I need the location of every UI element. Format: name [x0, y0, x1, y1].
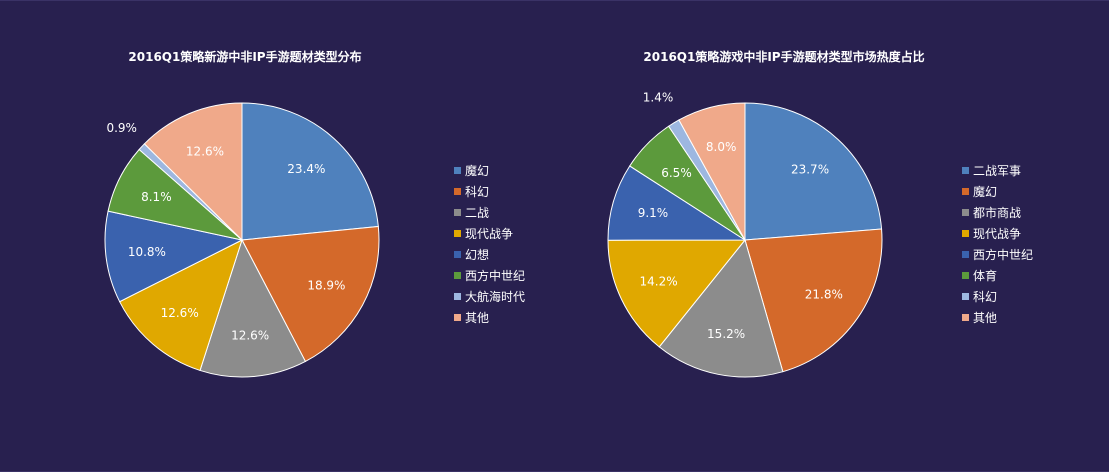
legend-label: 西方中世纪 — [465, 269, 526, 283]
pie-slice — [607, 165, 747, 241]
legend-swatch — [962, 209, 969, 216]
legend-label: 现代战争 — [465, 227, 514, 241]
legend-swatch — [962, 188, 969, 195]
legend-item: 科幻 — [454, 181, 525, 202]
legend-item: 二战军事 — [962, 160, 1033, 181]
legend-item: 魔幻 — [962, 181, 1033, 202]
data-label: 0.9% — [106, 121, 137, 135]
pie-slice — [678, 102, 746, 241]
legend-label: 现代战争 — [973, 227, 1022, 241]
pie-slice — [241, 225, 380, 363]
legend-label: 魔幻 — [973, 185, 998, 199]
legend-swatch — [962, 251, 969, 258]
legend-item: 幻想 — [454, 244, 525, 265]
data-label: 23.4% — [287, 162, 325, 176]
pie-slice — [607, 239, 747, 348]
pie-chart: 23.7% 21.8% 15.2% 14.2% 9.1% 6.5% 1.4% 8.0% — [607, 90, 883, 378]
data-label: 1.4% — [643, 90, 674, 104]
legend-label: 二战军事 — [973, 164, 1022, 178]
legend-item: 大航海时代 — [454, 286, 525, 307]
data-label: 6.5% — [661, 166, 692, 180]
data-label: 8.0% — [706, 140, 737, 154]
legend-swatch — [454, 209, 461, 216]
legend-item: 魔幻 — [454, 160, 525, 181]
chart-panel-2: 2016Q1策略游戏中非IP手游题材类型市场热度占比 23.7% 21.8% 15.… — [554, 0, 1109, 472]
data-label: 12.6% — [231, 329, 269, 343]
legend-label: 其他 — [465, 311, 490, 325]
pie-slice — [658, 238, 784, 378]
legend: 二战军事魔幻都市商战现代战争西方中世纪体育科幻其他 — [962, 160, 1033, 328]
legend-item: 现代战争 — [962, 223, 1033, 244]
legend-label: 幻想 — [465, 248, 490, 262]
legend-label: 大航海时代 — [465, 290, 526, 304]
legend-item: 二战 — [454, 202, 525, 223]
pie-slice — [744, 228, 883, 373]
data-label: 9.1% — [638, 206, 669, 220]
legend-item: 体育 — [962, 265, 1033, 286]
legend-swatch — [454, 230, 461, 237]
pie-slice — [143, 102, 243, 242]
chart-panel-1: 2016Q1策略新游中非IP手游题材类型分布 23.4% 18.9% 12.6% 12… — [0, 0, 554, 472]
chart-title: 2016Q1策略新游中非IP手游题材类型分布 — [128, 50, 362, 64]
legend-item: 都市商战 — [962, 202, 1033, 223]
data-label: 23.7% — [791, 163, 829, 177]
legend-swatch — [962, 167, 969, 174]
legend-swatch — [962, 272, 969, 279]
legend-swatch — [962, 230, 969, 237]
data-label: 21.8% — [805, 288, 843, 302]
legend-label: 魔幻 — [465, 164, 490, 178]
data-label: 12.6% — [161, 306, 199, 320]
legend-swatch — [454, 314, 461, 321]
legend-swatch — [454, 293, 461, 300]
pie-slice — [744, 102, 883, 241]
legend-swatch — [454, 188, 461, 195]
top-border — [0, 0, 1109, 1]
legend-swatch — [454, 167, 461, 174]
legend-swatch — [962, 293, 969, 300]
legend-item: 其他 — [454, 307, 525, 328]
chart-title: 2016Q1策略游戏中非IP手游题材类型市场热度占比 — [643, 50, 925, 64]
pie-slice — [241, 102, 379, 241]
legend-swatch — [454, 251, 461, 258]
legend-label: 其他 — [973, 311, 998, 325]
data-label: 18.9% — [307, 279, 345, 293]
legend-label: 西方中世纪 — [973, 248, 1034, 262]
legend-label: 科幻 — [973, 290, 998, 304]
data-label: 15.2% — [707, 327, 745, 341]
legend-label: 二战 — [465, 206, 490, 220]
legend-item: 科幻 — [962, 286, 1033, 307]
legend-label: 体育 — [973, 269, 998, 283]
pie-slice — [118, 239, 243, 372]
legend-label: 科幻 — [465, 185, 490, 199]
legend-item: 现代战争 — [454, 223, 525, 244]
data-label: 14.2% — [640, 275, 678, 289]
data-label: 12.6% — [186, 145, 224, 159]
legend-swatch — [454, 272, 461, 279]
data-label: 10.8% — [128, 245, 166, 259]
legend-item: 西方中世纪 — [454, 265, 525, 286]
legend-label: 都市商战 — [973, 206, 1022, 220]
data-label: 8.1% — [141, 190, 172, 204]
legend-item: 西方中世纪 — [962, 244, 1033, 265]
pie-chart: 23.4% 18.9% 12.6% 12.6% 10.8% 8.1% 0.9% 12.6% — [104, 102, 380, 378]
legend-swatch — [962, 314, 969, 321]
legend: 魔幻科幻二战现代战争幻想西方中世纪大航海时代其他 — [454, 160, 525, 328]
pie-slice — [104, 210, 244, 303]
pie-slice — [199, 238, 307, 378]
legend-item: 其他 — [962, 307, 1033, 328]
